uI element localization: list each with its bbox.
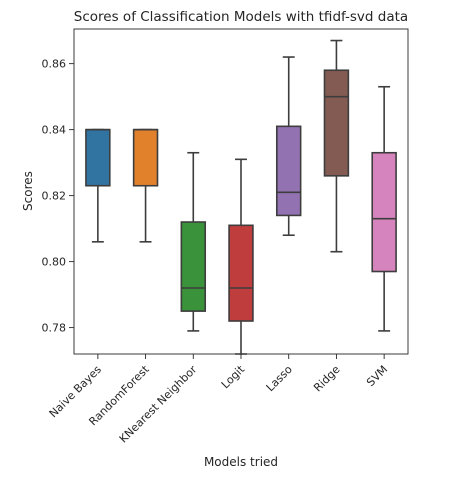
box-iqr — [323, 69, 350, 177]
box-iqr — [275, 125, 302, 217]
x-tick-label: Lasso — [264, 363, 295, 394]
box-group — [371, 85, 397, 332]
y-tick-label: 0.80 — [42, 256, 67, 269]
box-iqr — [180, 221, 207, 312]
chart-title: Scores of Classification Models with tfi… — [74, 9, 408, 25]
y-axis: 0.78 0.80 0.82 0.84 0.86 — [42, 58, 74, 335]
box-iqr — [228, 224, 254, 322]
x-axis-label: Models tried — [204, 455, 278, 469]
box-iqr — [85, 128, 111, 187]
y-tick-label: 0.82 — [42, 190, 67, 203]
y-axis-label: Scores — [21, 171, 35, 211]
box-group — [85, 128, 111, 243]
box-series — [85, 39, 397, 355]
y-tick-label: 0.78 — [42, 322, 67, 335]
x-tick-label: Ridge — [311, 363, 343, 395]
x-tick-label: Logit — [219, 362, 248, 391]
box-group — [228, 158, 254, 355]
box-group — [275, 56, 302, 237]
y-tick-label: 0.86 — [42, 58, 67, 71]
box-group — [180, 151, 207, 332]
box-group — [323, 39, 350, 253]
box-iqr — [132, 128, 159, 187]
x-tick-label: SVM — [364, 363, 390, 389]
box-iqr — [371, 151, 397, 273]
box-group — [132, 128, 159, 243]
y-tick-label: 0.84 — [42, 124, 67, 137]
